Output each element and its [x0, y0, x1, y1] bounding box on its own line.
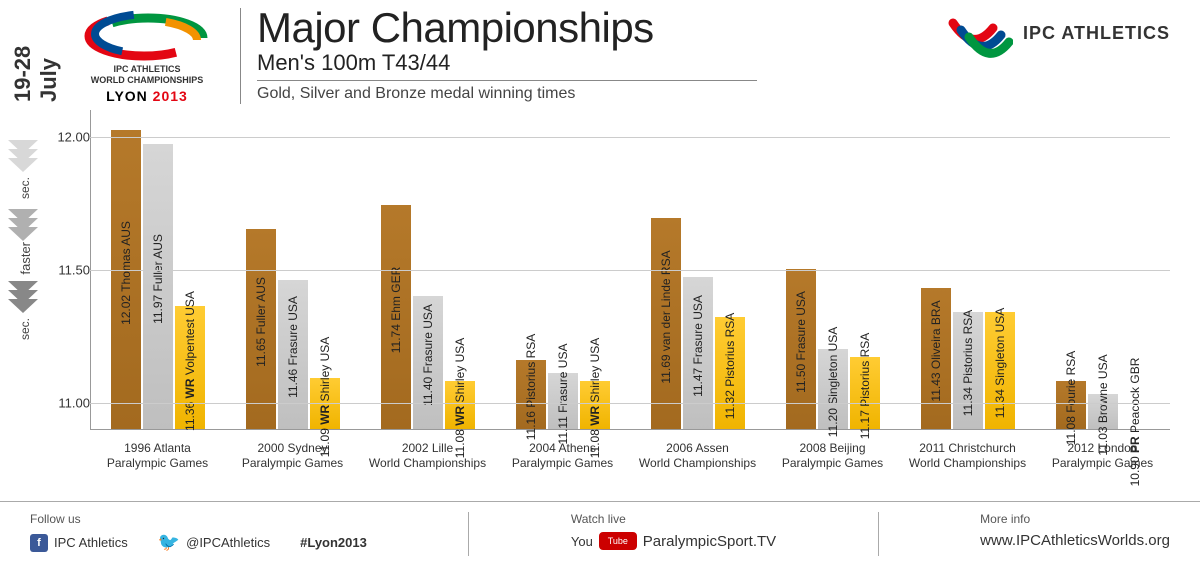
- chevron-down-icon: [8, 299, 38, 313]
- gridline: [90, 137, 1170, 138]
- facebook-icon: f: [30, 534, 48, 552]
- chart-bar: 11.50 Frasure USA: [786, 269, 816, 429]
- chart-bar: 11.46 Frasure USA: [278, 280, 308, 429]
- chart-bar: 11.17 Pistorius RSA: [850, 357, 880, 429]
- x-axis-label: 2002 LilleWorld Championships: [360, 435, 495, 490]
- bar-label: 11.74 Ehm GER: [389, 267, 403, 353]
- gridline: [90, 403, 1170, 404]
- title-description: Gold, Silver and Bronze medal winning ti…: [257, 85, 943, 103]
- chart-bar: 11.32 Pistorius RSA: [715, 317, 745, 429]
- chart-bar: 11.08 WR Shirley USA: [580, 381, 610, 429]
- youtube-link[interactable]: YouTube ParalympicSport.TV: [571, 532, 776, 550]
- bar-label: 11.11 Frasure USA: [556, 344, 570, 445]
- bar-label: 12.02 Thomas AUS: [119, 221, 133, 325]
- faster-label: faster: [18, 242, 33, 275]
- chart-bar: 12.02 Thomas AUS: [111, 130, 141, 429]
- y-axis: 11.00 11.50 12.00: [50, 110, 90, 430]
- footer-divider: [878, 512, 879, 556]
- agitos-icon: [943, 8, 1013, 58]
- chart-bar: 11.11 Frasure USA: [548, 373, 578, 429]
- bar-label: 11.17 Pistorius RSA: [858, 333, 872, 440]
- x-axis-label: 2012 LondonParalympic Games: [1035, 435, 1170, 490]
- follow-heading: Follow us: [30, 512, 367, 526]
- info-url[interactable]: www.IPCAthleticsWorlds.org: [980, 532, 1170, 549]
- facebook-link[interactable]: f IPC Athletics: [30, 534, 128, 552]
- logo-text-line2: WORLD CHAMPIONSHIPS: [72, 76, 222, 85]
- lyon-swoosh-icon: [72, 8, 222, 63]
- title-subtitle: Men's 100m T43/44: [257, 50, 943, 76]
- chart-bar: 11.08 WR Shirley USA: [445, 381, 475, 429]
- chart-bar: 11.36 WR Volpentest USA: [175, 306, 205, 429]
- twitter-icon: 🐦: [158, 532, 180, 553]
- watch-heading: Watch live: [571, 512, 776, 526]
- chart-bar: 11.43 Oliveira BRA: [921, 288, 951, 429]
- x-axis-label: 1996 AtlantaParalympic Games: [90, 435, 225, 490]
- chevron-down-icon: [8, 227, 38, 241]
- chart-bar: 11.16 Pistorius RSA: [516, 360, 546, 429]
- chart-bar: 11.65 Fuller AUS: [246, 229, 276, 429]
- x-axis-label: 2008 BeijingParalympic Games: [765, 435, 900, 490]
- bar-label: 11.65 Fuller AUS: [254, 277, 268, 367]
- logo-text-line1: IPC ATHLETICS: [72, 65, 222, 74]
- header: 19-28 July IPC ATHLETICS WORLD CHAMPIONS…: [0, 0, 1200, 110]
- bar-label: 11.46 Frasure USA: [286, 296, 300, 398]
- x-axis-label: 2011 ChristchurchWorld Championships: [900, 435, 1035, 490]
- x-axis-label: 2000 SydneyParalympic Games: [225, 435, 360, 490]
- date-range: 19-28 July: [10, 12, 62, 102]
- twitter-link[interactable]: 🐦 @IPCAthletics: [158, 532, 270, 553]
- bar-label: 11.36 WR Volpentest USA: [183, 291, 197, 431]
- chart-bar: 11.69 van der Linde RSA: [651, 218, 681, 429]
- chart-bar: 11.34 Pistorius RSA: [953, 312, 983, 429]
- chart-bar: 11.40 Frasure USA: [413, 296, 443, 429]
- chart-bar: 11.34 Singleton USA: [985, 312, 1015, 429]
- faster-direction-indicator: sec. faster sec.: [8, 140, 42, 350]
- y-tick: 12.00: [57, 129, 90, 144]
- x-axis-label: 2006 AssenWorld Championships: [630, 435, 765, 490]
- x-axis-labels: 1996 AtlantaParalympic Games2000 SydneyP…: [90, 435, 1170, 490]
- ipc-logo-right: IPC ATHLETICS: [943, 8, 1170, 58]
- header-divider: [240, 8, 241, 104]
- chart-bar: 11.47 Frasure USA: [683, 277, 713, 429]
- footer-divider: [468, 512, 469, 556]
- y-tick: 11.50: [58, 263, 90, 278]
- footer-follow: Follow us f IPC Athletics 🐦 @IPCAthletic…: [30, 512, 367, 553]
- hashtag: #Lyon2013: [300, 535, 367, 550]
- title-rule: [257, 80, 757, 81]
- footer-info: More info www.IPCAthleticsWorlds.org: [980, 512, 1170, 549]
- title-block: Major Championships Men's 100m T43/44 Go…: [257, 8, 943, 103]
- footer: Follow us f IPC Athletics 🐦 @IPCAthletic…: [0, 501, 1200, 571]
- chart-bar: 11.20 Singleton USA: [818, 349, 848, 429]
- unit-label: sec.: [18, 177, 32, 199]
- unit-label: sec.: [18, 318, 32, 340]
- bar-label: 11.40 Frasure USA: [421, 304, 435, 406]
- chevron-down-icon: [8, 158, 38, 172]
- bar-label: 11.16 Pistorius RSA: [524, 334, 538, 441]
- bar-label: 11.43 Oliveira BRA: [929, 301, 943, 402]
- bar-label: 11.34 Pistorius RSA: [961, 310, 975, 417]
- y-tick: 11.00: [58, 396, 90, 411]
- chart-bar: 11.74 Ehm GER: [381, 205, 411, 429]
- youtube-icon: Tube: [599, 532, 637, 550]
- chart-area: sec. faster sec. 11.00 11.50 12.00 12.02 T…: [0, 110, 1200, 490]
- title-main: Major Championships: [257, 8, 943, 48]
- chart-bar: 11.97 Fuller AUS: [143, 144, 173, 429]
- chart-bar: 11.03 Browne USA: [1088, 394, 1118, 429]
- footer-watch: Watch live YouTube ParalympicSport.TV: [571, 512, 776, 550]
- info-heading: More info: [980, 512, 1170, 526]
- logo-lyon-year: LYON 2013: [72, 88, 222, 104]
- bar-label: 11.20 Singleton USA: [826, 327, 840, 438]
- bar-label: 11.50 Frasure USA: [794, 291, 808, 393]
- chart-bar: 11.08 Fourie RSA: [1056, 381, 1086, 429]
- bar-label: 11.97 Fuller AUS: [151, 234, 165, 324]
- bar-label: 11.47 Frasure USA: [691, 295, 705, 397]
- bar-label: 11.34 Singleton USA: [993, 308, 1007, 419]
- event-logo-left: IPC ATHLETICS WORLD CHAMPIONSHIPS LYON 2…: [72, 8, 222, 98]
- ipc-athletics-text: IPC ATHLETICS: [1023, 23, 1170, 44]
- gridline: [90, 270, 1170, 271]
- bar-label: 11.08 Fourie RSA: [1064, 351, 1078, 446]
- x-axis-label: 2004 AthensParalympic Games: [495, 435, 630, 490]
